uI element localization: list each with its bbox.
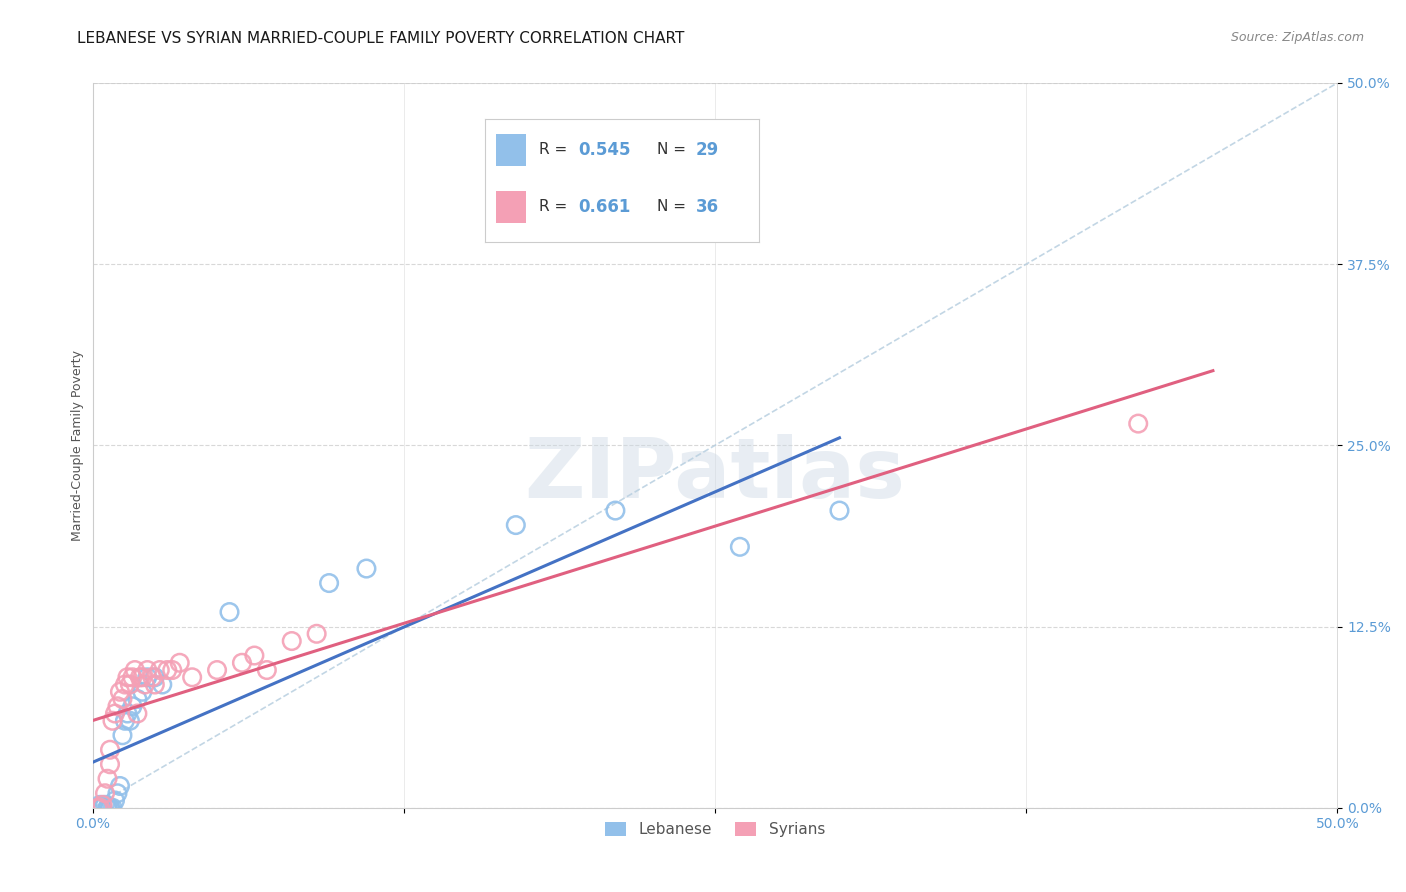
Point	[96, 772, 118, 786]
Point	[89, 797, 111, 812]
Point	[104, 706, 127, 721]
Point	[181, 670, 204, 684]
Point	[356, 561, 378, 575]
Point	[98, 801, 121, 815]
Point	[218, 605, 240, 619]
Point	[143, 670, 166, 684]
Point	[256, 663, 278, 677]
Point	[128, 670, 150, 684]
Text: Source: ZipAtlas.com: Source: ZipAtlas.com	[1230, 31, 1364, 45]
Point	[89, 801, 111, 815]
Point	[108, 779, 131, 793]
Point	[121, 670, 143, 684]
Text: LEBANESE VS SYRIAN MARRIED-COUPLE FAMILY POVERTY CORRELATION CHART: LEBANESE VS SYRIAN MARRIED-COUPLE FAMILY…	[77, 31, 685, 46]
Legend: Lebanese, Syrians: Lebanese, Syrians	[599, 816, 831, 844]
Text: ZIPatlas: ZIPatlas	[524, 434, 905, 515]
Point	[131, 685, 153, 699]
Point	[127, 706, 149, 721]
Point	[121, 699, 143, 714]
Point	[143, 677, 166, 691]
Point	[94, 797, 117, 812]
Point	[86, 801, 108, 815]
Point	[101, 714, 124, 728]
Point	[141, 670, 163, 684]
Point	[96, 801, 118, 815]
Point	[98, 801, 121, 815]
Point	[156, 663, 179, 677]
Point	[136, 663, 159, 677]
Point	[728, 540, 751, 554]
Point	[605, 503, 627, 517]
Point	[114, 677, 136, 691]
Point	[107, 786, 129, 800]
Point	[281, 634, 304, 648]
Point	[94, 786, 117, 800]
Point	[107, 699, 129, 714]
Point	[118, 677, 141, 691]
Point	[117, 670, 139, 684]
Point	[305, 627, 328, 641]
Y-axis label: Married-Couple Family Poverty: Married-Couple Family Poverty	[72, 350, 84, 541]
Point	[114, 714, 136, 728]
Point	[134, 677, 156, 691]
Point	[104, 793, 127, 807]
Point	[111, 728, 134, 742]
Point	[231, 656, 253, 670]
Point	[118, 714, 141, 728]
Point	[98, 743, 121, 757]
Point	[169, 656, 191, 670]
Point	[505, 518, 527, 533]
Point	[1128, 417, 1150, 431]
Point	[136, 670, 159, 684]
Point	[162, 663, 184, 677]
Point	[150, 677, 173, 691]
Point	[96, 801, 118, 815]
Point	[828, 503, 851, 517]
Point	[124, 663, 146, 677]
Point	[117, 706, 139, 721]
Point	[131, 670, 153, 684]
Point	[127, 692, 149, 706]
Point	[318, 576, 340, 591]
Point	[149, 663, 172, 677]
Point	[91, 801, 114, 815]
Point	[101, 801, 124, 815]
Point	[205, 663, 228, 677]
Point	[243, 648, 266, 663]
Point	[98, 757, 121, 772]
Point	[111, 692, 134, 706]
Point	[108, 685, 131, 699]
Point	[91, 797, 114, 812]
Point	[86, 801, 108, 815]
